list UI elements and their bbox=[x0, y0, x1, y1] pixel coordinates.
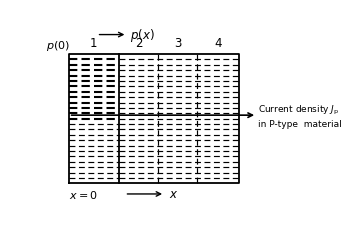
Text: $x$: $x$ bbox=[169, 188, 179, 201]
Text: 2: 2 bbox=[135, 37, 142, 49]
Text: $x = 0$: $x = 0$ bbox=[69, 188, 98, 200]
Text: 1: 1 bbox=[90, 37, 98, 49]
Text: $p$(0): $p$(0) bbox=[46, 39, 70, 53]
Text: $p(x)$: $p(x)$ bbox=[130, 27, 155, 44]
Text: 3: 3 bbox=[174, 37, 181, 49]
Text: Current density $\mathit{J}_\mathregular{p}$: Current density $\mathit{J}_\mathregular… bbox=[258, 103, 340, 116]
Text: in P-type  material: in P-type material bbox=[258, 119, 342, 128]
Text: 4: 4 bbox=[214, 37, 222, 49]
